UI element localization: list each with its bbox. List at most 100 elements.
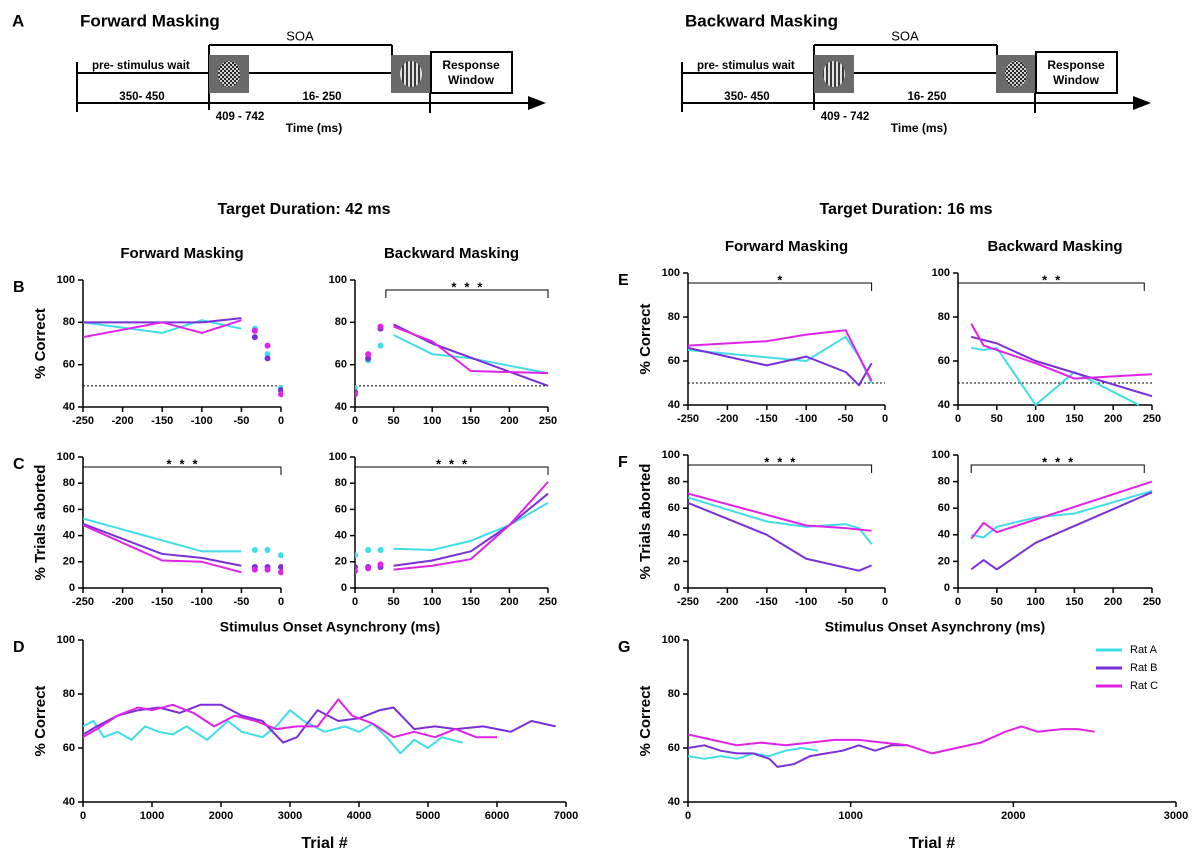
range-label: 16- 250 xyxy=(907,91,946,103)
y-tick-label: 40 xyxy=(668,796,680,808)
x-tick-label: 250 xyxy=(539,415,557,427)
x-tick-label: 1000 xyxy=(838,810,862,822)
series-line xyxy=(394,503,548,550)
x-tick-label: 50 xyxy=(387,415,399,427)
series-line xyxy=(688,503,872,571)
series-line xyxy=(688,348,872,385)
y-tick-label: 0 xyxy=(341,582,347,594)
plot-area xyxy=(688,494,872,571)
y-tick-label: 60 xyxy=(335,503,347,515)
data-point xyxy=(365,547,371,553)
y-tick-label: 80 xyxy=(668,688,680,700)
x-tick-label: -250 xyxy=(677,596,699,608)
x-tick-label: -200 xyxy=(716,596,738,608)
series-line xyxy=(688,726,1095,753)
x-tick-label: 250 xyxy=(1143,413,1161,425)
series-line xyxy=(971,482,1152,539)
x-tick-label: -100 xyxy=(795,413,817,425)
arrow-head xyxy=(1133,96,1151,110)
soa-label: SOA xyxy=(286,28,314,43)
significance-star: * xyxy=(451,279,457,294)
y-tick-label: 100 xyxy=(662,449,680,461)
y-axis-label: % Correct xyxy=(637,304,654,375)
y-axis-label: % Correct xyxy=(32,686,49,757)
y-tick-label: 100 xyxy=(57,274,75,286)
response-label: Window xyxy=(1053,73,1100,87)
y-tick-label: 60 xyxy=(668,502,680,514)
data-point xyxy=(278,569,284,575)
x-tick-label: 0 xyxy=(278,415,284,427)
x-tick-label: 50 xyxy=(991,596,1003,608)
x-axis-label: Trial # xyxy=(301,835,347,852)
data-point xyxy=(252,328,258,334)
series-line xyxy=(83,699,497,737)
significance-star: * xyxy=(166,456,172,471)
wait-label: pre- stimulus wait xyxy=(92,60,190,72)
x-tick-label: 50 xyxy=(387,596,399,608)
plot-area xyxy=(83,519,284,576)
x-tick-label: -200 xyxy=(716,413,738,425)
y-tick-label: 40 xyxy=(668,529,680,541)
significance-star: * xyxy=(1068,454,1074,469)
y-tick-label: 80 xyxy=(63,688,75,700)
panel-letter: E xyxy=(618,272,629,289)
x-tick-label: 250 xyxy=(1143,596,1161,608)
stimulus xyxy=(400,61,422,87)
significance-star: * xyxy=(449,456,455,471)
x-tick-label: 6000 xyxy=(485,810,509,822)
significance-star: * xyxy=(1042,272,1048,287)
y-tick-label: 40 xyxy=(63,530,75,542)
x-tick-label: -150 xyxy=(756,413,778,425)
data-point xyxy=(377,547,383,553)
x-tick-label: 100 xyxy=(423,415,441,427)
x-tick-label: 2000 xyxy=(209,810,233,822)
y-tick-label: 40 xyxy=(63,401,75,413)
diagram-title: Forward Masking xyxy=(80,11,220,30)
series-line xyxy=(394,335,548,373)
plot-area xyxy=(971,324,1152,405)
x-tick-label: -250 xyxy=(72,596,94,608)
x-tick-label: 0 xyxy=(882,596,888,608)
x-axis-label: Trial # xyxy=(909,835,955,852)
x-axis-label: Stimulus Onset Asynchrony (ms) xyxy=(825,619,1045,635)
chart-title: Backward Masking xyxy=(987,238,1122,255)
range-label: 350- 450 xyxy=(119,91,164,103)
series-line xyxy=(394,494,548,566)
plot-area xyxy=(83,699,556,753)
x-tick-label: 200 xyxy=(1104,596,1122,608)
data-point xyxy=(265,343,271,349)
stimulus xyxy=(823,61,845,87)
significance-star: * xyxy=(1055,454,1061,469)
data-point xyxy=(252,547,258,553)
significance-bracket xyxy=(958,283,1144,291)
y-tick-label: 80 xyxy=(668,311,680,323)
y-tick-label: 100 xyxy=(932,267,950,279)
y-tick-label: 80 xyxy=(938,476,950,488)
significance-star: * xyxy=(790,454,796,469)
data-point xyxy=(365,351,371,357)
y-tick-label: 100 xyxy=(57,451,75,463)
response-label: Window xyxy=(448,73,495,87)
plot-area xyxy=(971,482,1152,570)
plot-area xyxy=(352,324,548,398)
series-line xyxy=(971,337,1152,396)
panel-letter: C xyxy=(13,456,25,473)
significance-star: * xyxy=(462,456,468,471)
y-tick-label: 20 xyxy=(938,555,950,567)
x-tick-label: 0 xyxy=(955,596,961,608)
x-tick-label: 7000 xyxy=(554,810,578,822)
x-tick-label: 0 xyxy=(882,413,888,425)
data-point xyxy=(352,568,358,574)
panel-letter: G xyxy=(618,639,630,656)
page: { "diagrams": [ {"letter": "A", "title":… xyxy=(0,0,1202,856)
y-tick-label: 100 xyxy=(57,634,75,646)
panel-letter: D xyxy=(13,639,25,656)
x-tick-label: -50 xyxy=(233,596,249,608)
significance-star: * xyxy=(179,456,185,471)
group-heading: Target Duration: 42 ms xyxy=(217,201,390,218)
significance-star: * xyxy=(777,272,783,287)
chart-title: Forward Masking xyxy=(725,238,848,255)
x-tick-label: 0 xyxy=(955,413,961,425)
x-axis-label: Stimulus Onset Asynchrony (ms) xyxy=(220,619,440,635)
x-tick-label: -100 xyxy=(191,415,213,427)
